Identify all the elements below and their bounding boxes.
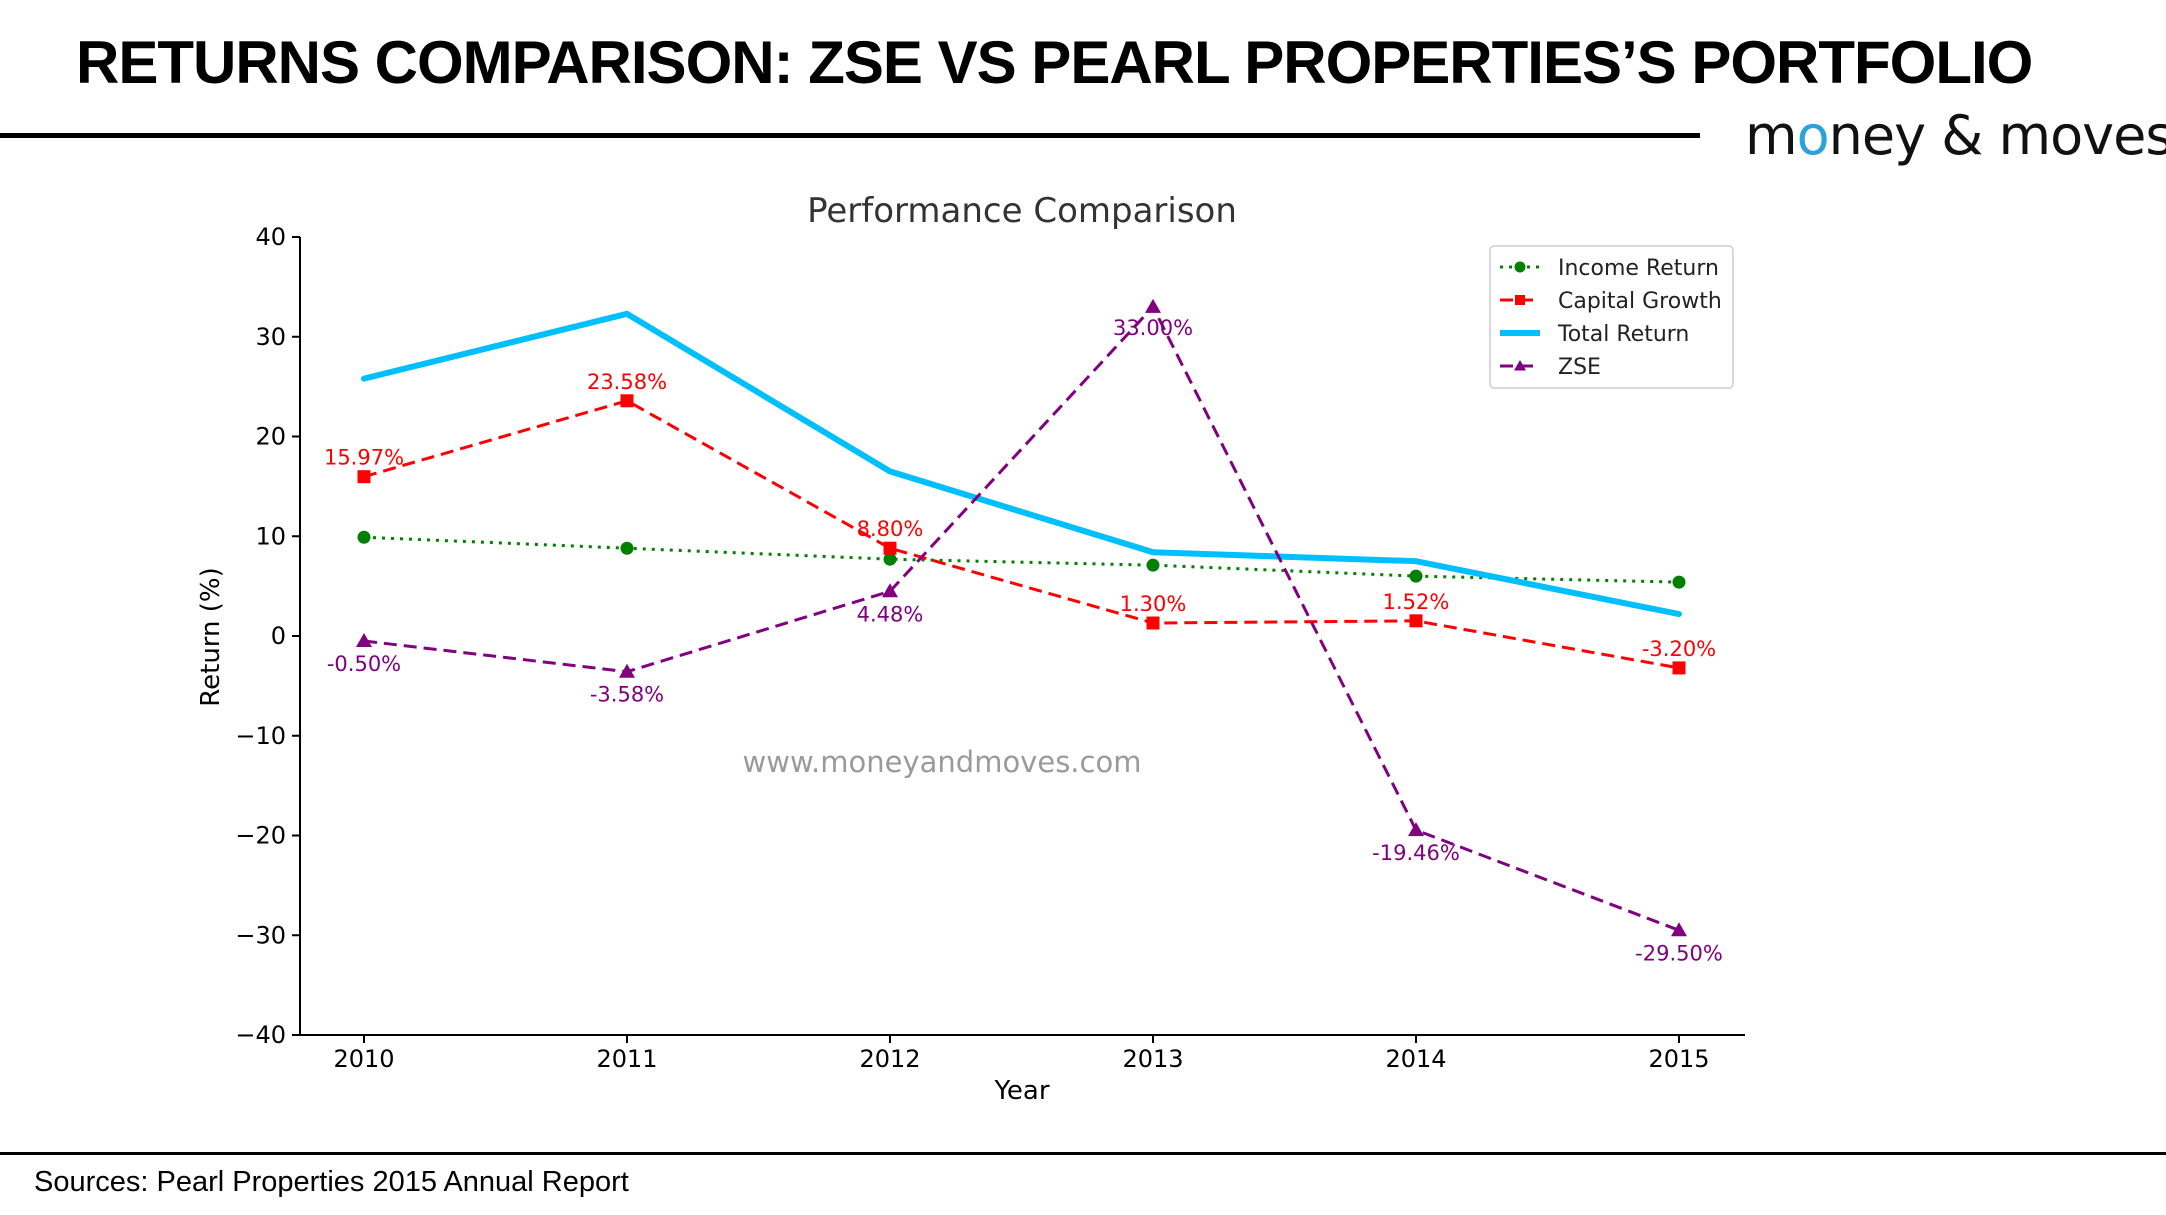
y-tick-label: 40 [255, 223, 286, 251]
data-point [356, 632, 372, 647]
y-tick-label: 10 [255, 522, 286, 550]
x-axis-title: Year [993, 1076, 1049, 1106]
y-axis-title: Return (%) [196, 567, 226, 707]
performance-chart: Performance Comparison www.moneyandmoves… [196, 191, 1745, 1106]
y-tick-label: −40 [235, 1021, 286, 1049]
data-point [1514, 261, 1526, 273]
data-point [357, 530, 371, 544]
x-tick-label: 2013 [1122, 1045, 1183, 1073]
y-tick-label: 0 [271, 622, 286, 650]
data-point [1146, 616, 1160, 630]
sources-note: Sources: Pearl Properties 2015 Annual Re… [34, 1166, 629, 1198]
data-label: 4.48% [857, 602, 924, 626]
legend-label: Income Return [1558, 256, 1719, 281]
series-line [361, 310, 1682, 618]
data-point [357, 470, 371, 484]
data-point [1145, 298, 1161, 313]
brand-suffix: ney & moves [1828, 104, 2166, 167]
legend-box [1489, 245, 1734, 389]
x-tick-label: 2010 [333, 1045, 394, 1073]
data-point [1409, 569, 1423, 583]
data-point [1514, 360, 1526, 371]
data-label: -19.46% [1372, 841, 1460, 865]
data-point [619, 663, 635, 678]
data-point [1408, 822, 1424, 837]
data-label: 8.80% [857, 517, 924, 541]
data-point [1409, 614, 1423, 628]
data-label: 33.00% [1113, 316, 1193, 340]
watermark-text: www.moneyandmoves.com [743, 745, 1142, 779]
data-point [1671, 922, 1687, 937]
data-label: 1.52% [1383, 590, 1450, 614]
chart-title: Performance Comparison [807, 191, 1237, 231]
series-line [363, 305, 1680, 932]
data-point [883, 541, 897, 555]
legend-label: ZSE [1558, 355, 1601, 380]
data-label: 1.30% [1120, 592, 1187, 616]
title-divider [0, 133, 1700, 138]
page-title: RETURNS COMPARISON: ZSE VS PEARL PROPERT… [76, 29, 2033, 96]
data-label: 23.58% [587, 370, 667, 394]
data-point [1515, 295, 1525, 305]
x-tick-label: 2015 [1648, 1045, 1709, 1073]
data-point [1672, 661, 1686, 675]
data-label: -0.50% [327, 652, 401, 676]
x-tick-label: 2011 [596, 1045, 657, 1073]
footer-divider [0, 1152, 2166, 1155]
data-label: -3.20% [1642, 637, 1716, 661]
y-tick-label: 20 [255, 423, 286, 451]
x-tick-label: 2014 [1385, 1045, 1446, 1073]
data-point [620, 394, 634, 408]
data-point [1146, 558, 1160, 572]
series-line [363, 535, 1680, 584]
data-label: -29.50% [1635, 941, 1723, 965]
data-label: 15.97% [324, 446, 404, 470]
y-tick-label: −20 [235, 822, 286, 850]
x-tick-label: 2012 [859, 1045, 920, 1073]
data-point [620, 541, 634, 555]
data-point [883, 552, 897, 566]
data-label: -3.58% [590, 683, 664, 707]
y-tick-label: −10 [235, 722, 286, 750]
legend-label: Capital Growth [1558, 289, 1722, 314]
y-tick-label: 30 [255, 323, 286, 351]
legend-label: Total Return [1557, 322, 1689, 347]
brand-logo: money & moves [1745, 104, 2166, 167]
brand-drop-letter: o [1796, 104, 1830, 167]
data-point [882, 583, 898, 598]
series-line [363, 399, 1680, 670]
y-tick-label: −30 [235, 921, 286, 949]
brand-prefix: m [1745, 104, 1798, 167]
data-point [1672, 575, 1686, 589]
